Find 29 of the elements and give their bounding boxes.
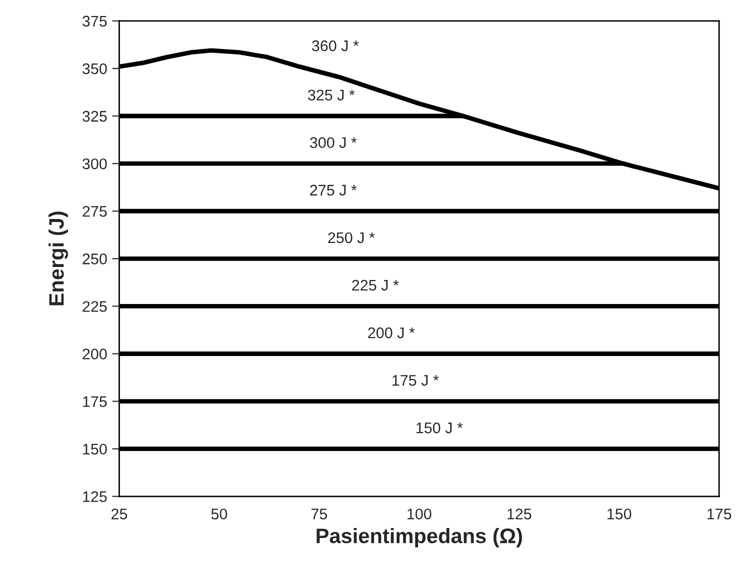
annotation: 150 J * xyxy=(416,422,463,434)
y-tick-label: 250 xyxy=(82,254,107,264)
x-axis-title: Pasientimpedans (Ω) xyxy=(316,528,522,548)
x-tick-label: 25 xyxy=(112,508,128,520)
annotation: 275 J * xyxy=(310,184,357,196)
annotation: 300 J * xyxy=(310,137,357,148)
y-tick-label: 200 xyxy=(82,348,107,360)
annotation: 175 J * xyxy=(392,375,439,386)
annotation: 250 J * xyxy=(328,232,375,244)
y-tick-label: 350 xyxy=(82,63,107,74)
y-tick-label: 125 xyxy=(83,491,107,502)
annotation: 225 J * xyxy=(352,280,399,291)
x-tick-label: 175 xyxy=(707,508,732,520)
annotation: 200 J * xyxy=(368,327,415,338)
y-tick-label: 175 xyxy=(83,396,107,407)
annotation: 360 J * xyxy=(312,40,359,52)
x-tick-label: 75 xyxy=(311,508,328,520)
x-tick-label: 150 xyxy=(608,508,632,520)
y-tick-label: 150 xyxy=(83,444,107,455)
y-tick-label: 275 xyxy=(82,206,107,217)
annotation: 325 J * xyxy=(308,90,355,101)
y-tick-label: 300 xyxy=(82,158,107,170)
y-tick-label: 375 xyxy=(82,16,107,27)
y-tick-label: 325 xyxy=(82,110,107,122)
x-tick-label: 50 xyxy=(211,508,228,520)
x-tick-label: 100 xyxy=(408,508,432,520)
x-tick-label: 125 xyxy=(508,508,532,520)
y-tick-label: 225 xyxy=(82,301,107,312)
y-axis-title: Energi (J) xyxy=(48,212,68,306)
